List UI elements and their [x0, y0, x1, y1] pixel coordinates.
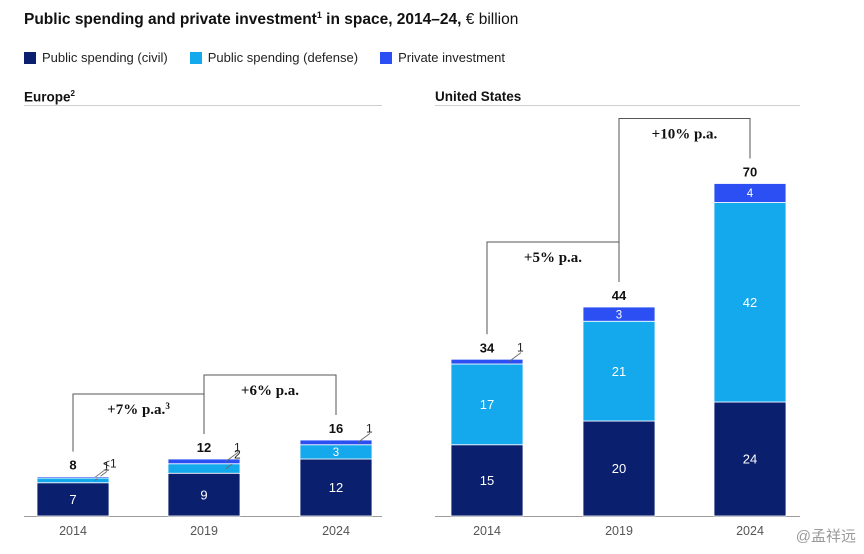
panel-title-europe-text: Europe	[24, 89, 71, 105]
us-total-label-2019: 44	[612, 288, 627, 303]
us-bar-2014-series-0	[450, 444, 524, 517]
europe-value-label-2024-series-2: 1	[366, 421, 373, 435]
europe-category-label-2019: 2019	[190, 524, 218, 538]
us-bar-2014-series-1	[450, 363, 524, 446]
europe-leader-2019-series-2	[225, 452, 239, 462]
europe-value-label-2024-series-0: 12	[329, 480, 343, 495]
us-category-label-2014: 2014	[473, 524, 501, 538]
us-value-label-2014-series-1: 17	[480, 397, 494, 412]
us-value-label-2014-series-2: 1	[517, 341, 524, 355]
us-bar-2024-series-2	[713, 183, 787, 203]
legend: Public spending (civil) Public spending …	[24, 50, 505, 65]
europe-value-label-2019-series-2: 1	[234, 440, 241, 454]
europe-total-label-2024: 16	[329, 421, 343, 436]
us-bar-2014-series-2	[450, 358, 524, 365]
us-total-label-2024: 70	[743, 165, 757, 180]
us-bar-2019-series-2	[582, 306, 656, 322]
panel-title-europe: Europe2	[24, 89, 75, 105]
title-unit: € billion	[461, 11, 519, 29]
us-growth-bracket-1	[618, 118, 751, 282]
legend-item-private: Private investment	[380, 50, 505, 65]
us-category-label-2024: 2024	[736, 524, 764, 538]
us-total-label-2014: 34	[480, 340, 495, 355]
us-value-label-2024-series-0: 24	[743, 452, 757, 467]
europe-total-label-2019: 12	[197, 440, 211, 455]
panel-title-us-text: United States	[435, 89, 522, 104]
europe-bar-2019-series-1	[167, 463, 241, 474]
us-bar-2024-series-0	[713, 401, 787, 517]
us-bar-2024-series-1	[713, 202, 787, 403]
panel-rule-us	[435, 105, 800, 106]
europe-leader-2014-series-2	[94, 467, 108, 478]
us-value-label-2014-series-0: 15	[480, 473, 494, 488]
legend-item-defense: Public spending (defense)	[189, 50, 359, 65]
us-value-label-2019-series-1: 21	[612, 364, 626, 379]
us-value-label-2024-series-2: 4	[747, 188, 754, 200]
europe-value-label-2014-series-2: <1	[103, 456, 117, 470]
europe-bar-2014-series-1	[36, 477, 110, 484]
watermark: @孟祥远	[795, 528, 856, 545]
legend-label-private: Private investment	[398, 50, 505, 65]
legend-swatch-civil	[24, 51, 36, 64]
europe-category-label-2024: 2024	[322, 524, 350, 538]
europe-value-label-2014-series-0: 7	[69, 492, 76, 507]
us-category-label-2019: 2019	[605, 524, 633, 538]
europe-total-label-2014: 8	[69, 458, 76, 473]
europe-bar-2024-series-2	[299, 439, 373, 446]
title-rest: in space, 2014–24,	[321, 11, 462, 29]
legend-label-civil: Public spending (civil)	[42, 50, 168, 65]
europe-bar-2019-series-2	[167, 458, 241, 465]
us-value-label-2019-series-2: 3	[616, 309, 622, 321]
us-value-label-2019-series-0: 20	[612, 461, 626, 476]
europe-value-label-2024-series-1: 3	[333, 447, 339, 459]
legend-swatch-defense	[189, 51, 202, 64]
europe-value-label-2014-series-1: 1	[103, 459, 110, 473]
chart-title: Public spending and private investment1 …	[24, 10, 518, 29]
europe-category-label-2014: 2014	[59, 524, 87, 538]
us-bar-2019-series-0	[582, 420, 656, 517]
europe-value-label-2019-series-0: 9	[200, 487, 207, 502]
europe-growth-bracket-1	[203, 374, 337, 434]
europe-value-label-2019-series-1: 2	[234, 448, 241, 462]
europe-growth-label-1: +6% p.a.	[241, 383, 299, 399]
title-main: Public spending and private investment	[24, 11, 317, 29]
europe-growth-footnote-0: 3	[165, 401, 170, 411]
us-growth-label-0: +5% p.a.	[524, 250, 582, 266]
europe-growth-label-0: +7% p.a.3	[107, 401, 170, 418]
us-growth-label-1: +10% p.a.	[652, 127, 718, 143]
us-leader-2014-series-2	[508, 352, 522, 362]
legend-swatch-private	[380, 51, 393, 64]
us-value-label-2024-series-1: 42	[743, 295, 757, 310]
panel-rule-europe	[24, 105, 382, 106]
us-bar-2019-series-1	[582, 320, 656, 422]
legend-label-defense: Public spending (defense)	[207, 50, 359, 65]
legend-item-civil: Public spending (civil)	[24, 50, 168, 65]
europe-bar-2014-series-2	[36, 476, 110, 479]
europe-leader-2024-series-2	[357, 433, 371, 443]
panel-title-europe-footnote: 2	[70, 89, 75, 98]
europe-leader-2014-series-1	[94, 471, 108, 481]
title-footnote: 1	[316, 10, 322, 20]
panel-title-us: United States	[435, 89, 521, 104]
europe-bar-2019-series-0	[167, 472, 241, 517]
